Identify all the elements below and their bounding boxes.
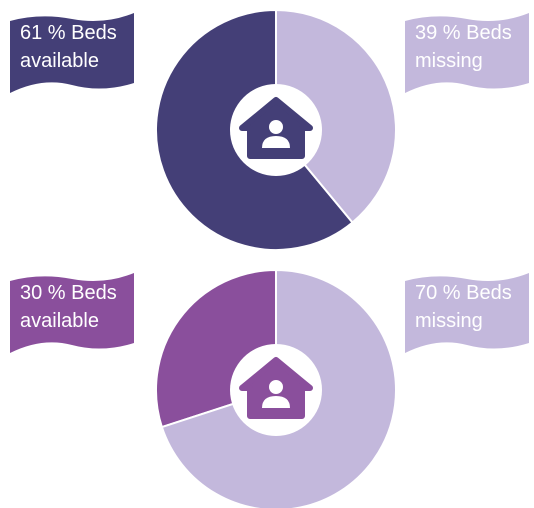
slice-label: 39 % Beds missing	[415, 22, 512, 72]
person-body	[262, 136, 290, 148]
person-head	[269, 120, 283, 134]
label-flag	[10, 273, 134, 353]
slice-label: 61 % Beds available	[20, 22, 117, 72]
label-flag	[405, 13, 529, 93]
person-head	[269, 380, 283, 394]
label-flag	[405, 273, 529, 353]
label-flag	[10, 13, 134, 93]
slice-label: 30 % Beds available	[20, 282, 117, 332]
person-body	[262, 396, 290, 408]
slice-label: 70 % Beds missing	[415, 282, 512, 332]
pie-slice	[275, 8, 397, 224]
